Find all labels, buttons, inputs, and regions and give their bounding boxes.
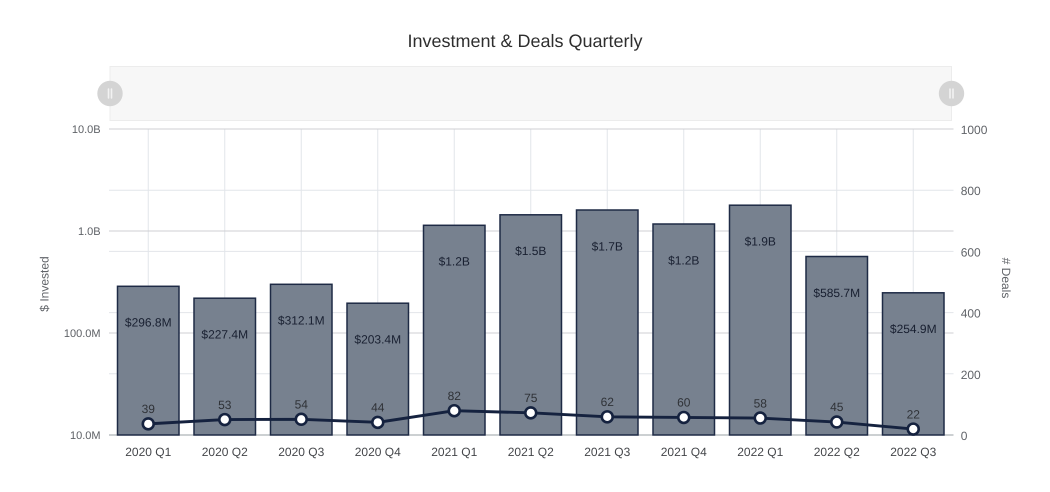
svg-text:58: 58 bbox=[754, 396, 768, 410]
svg-text:10.0B: 10.0B bbox=[72, 124, 101, 136]
svg-text:# Deals: # Deals bbox=[999, 258, 1013, 299]
svg-text:1000: 1000 bbox=[961, 123, 988, 137]
svg-text:82: 82 bbox=[448, 389, 462, 403]
svg-text:75: 75 bbox=[524, 391, 538, 405]
svg-text:10.0M: 10.0M bbox=[70, 430, 101, 442]
svg-text:$ Invested: $ Invested bbox=[38, 256, 52, 311]
svg-text:$227.4M: $227.4M bbox=[201, 328, 248, 342]
svg-text:$312.1M: $312.1M bbox=[278, 314, 325, 328]
svg-text:1.0B: 1.0B bbox=[78, 226, 101, 238]
svg-text:2021 Q3: 2021 Q3 bbox=[584, 445, 630, 459]
svg-text:800: 800 bbox=[961, 184, 981, 198]
svg-text:53: 53 bbox=[218, 398, 232, 412]
svg-text:2022 Q3: 2022 Q3 bbox=[890, 445, 936, 459]
svg-text:$1.2B: $1.2B bbox=[439, 255, 470, 269]
svg-text:$203.4M: $203.4M bbox=[354, 333, 401, 347]
svg-text:60: 60 bbox=[677, 396, 691, 410]
svg-text:2021 Q1: 2021 Q1 bbox=[431, 445, 477, 459]
svg-text:$585.7M: $585.7M bbox=[813, 286, 860, 300]
svg-text:Investment & Deals Quarterly: Investment & Deals Quarterly bbox=[407, 31, 642, 51]
svg-text:45: 45 bbox=[830, 400, 844, 414]
svg-text:2022 Q2: 2022 Q2 bbox=[814, 445, 860, 459]
svg-text:$1.9B: $1.9B bbox=[745, 235, 776, 249]
svg-text:2020 Q3: 2020 Q3 bbox=[278, 445, 324, 459]
svg-text:0: 0 bbox=[961, 429, 968, 443]
svg-text:2020 Q2: 2020 Q2 bbox=[202, 445, 248, 459]
svg-text:2022 Q1: 2022 Q1 bbox=[737, 445, 783, 459]
svg-text:200: 200 bbox=[961, 368, 981, 382]
svg-text:2020 Q4: 2020 Q4 bbox=[355, 445, 401, 459]
svg-text:100.0M: 100.0M bbox=[64, 328, 101, 340]
svg-text:$254.9M: $254.9M bbox=[890, 322, 937, 336]
svg-text:$296.8M: $296.8M bbox=[125, 316, 172, 330]
svg-text:$1.5B: $1.5B bbox=[515, 244, 546, 258]
svg-text:2021 Q4: 2021 Q4 bbox=[661, 445, 707, 459]
svg-text:400: 400 bbox=[961, 307, 981, 321]
svg-text:39: 39 bbox=[142, 402, 156, 416]
svg-text:2020 Q1: 2020 Q1 bbox=[125, 445, 171, 459]
svg-text:54: 54 bbox=[295, 398, 309, 412]
svg-text:$1.7B: $1.7B bbox=[592, 239, 623, 253]
svg-text:600: 600 bbox=[961, 245, 981, 259]
svg-text:2021 Q2: 2021 Q2 bbox=[508, 445, 554, 459]
svg-text:62: 62 bbox=[601, 395, 615, 409]
svg-text:22: 22 bbox=[907, 407, 921, 421]
svg-text:44: 44 bbox=[371, 401, 385, 415]
svg-text:$1.2B: $1.2B bbox=[668, 253, 699, 267]
